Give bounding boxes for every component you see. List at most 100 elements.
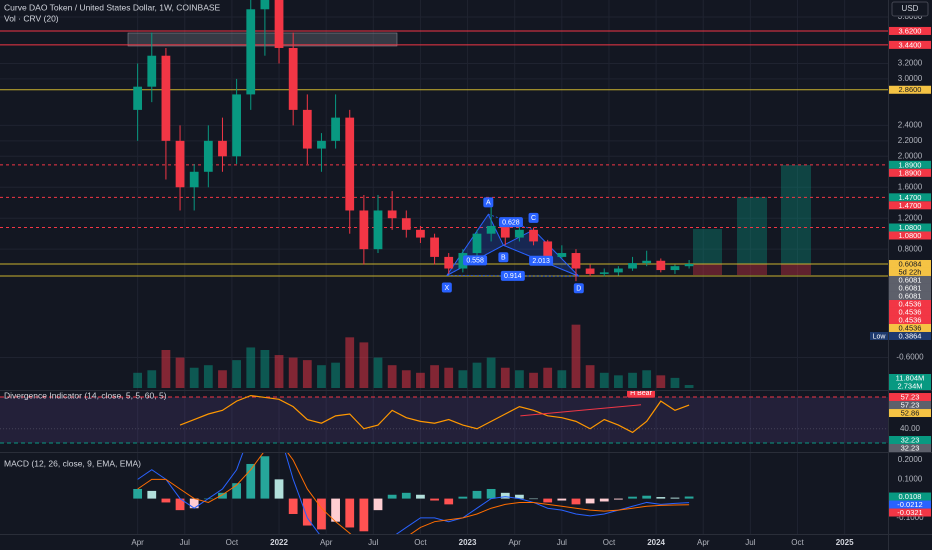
axis-tag [889, 307, 931, 316]
axis-tag [889, 315, 931, 324]
pattern-point-label: B [501, 255, 506, 262]
candle-body [161, 55, 171, 141]
y-tick-label: 2.4000 [898, 120, 923, 129]
axis-tag [889, 444, 931, 452]
candle-body [684, 263, 694, 267]
axis-tag [889, 193, 931, 202]
axis-tag-label: 2.8600 [899, 85, 922, 94]
candle-body [133, 86, 143, 110]
histogram-bar [444, 498, 454, 505]
pattern-point-label: D [576, 286, 581, 293]
axis-tag-label: 32.23 [901, 435, 920, 444]
candle-body [585, 268, 595, 274]
candle-body [500, 225, 510, 238]
axis-tag-label: 52.86 [901, 409, 920, 418]
currency-box[interactable] [891, 1, 929, 17]
axis-tag [889, 382, 931, 390]
y-tick-label: 3.0000 [898, 74, 923, 83]
axis-tag-label: 3.6200 [899, 26, 922, 35]
divergence-pane: H Bear [0, 391, 888, 444]
pattern-ratio: 0.558 [466, 258, 484, 265]
histogram-bar [670, 497, 680, 499]
x-tick-label: Oct [226, 538, 239, 547]
candle-body [302, 109, 312, 149]
y-tick-label: 2.2000 [898, 136, 923, 145]
volume-bar [189, 367, 199, 388]
x-tick-label: Jul [368, 538, 378, 547]
axis-tag [889, 323, 931, 332]
histogram-bar [175, 498, 185, 511]
stop-box [781, 264, 811, 275]
divergence-line [520, 404, 642, 417]
histogram-bar [543, 498, 553, 503]
candle-body [331, 117, 340, 141]
target-box [693, 229, 722, 264]
y-tick-label: 1.6000 [898, 182, 923, 191]
target-box [781, 165, 811, 264]
volume-bar [500, 367, 510, 388]
pattern-point-label: X [444, 285, 449, 292]
axis-tag-label: 0.6081 [899, 275, 922, 284]
candle-body [359, 210, 369, 250]
candle-body [599, 272, 609, 274]
signal-line [137, 453, 690, 534]
axis-tag-label: 0.6081 [899, 291, 922, 300]
histogram-bar [585, 498, 595, 504]
axis-tag-label: 57.23 [901, 401, 920, 410]
volume-bar [232, 360, 241, 388]
x-tick-label: Jul [745, 538, 755, 547]
volume-bar [317, 365, 326, 388]
currency[interactable]: USD [902, 4, 919, 13]
axis-tag [889, 267, 931, 276]
volume-bar [387, 365, 397, 388]
x-tick-label: Apr [131, 538, 144, 547]
volume-bar [472, 362, 482, 388]
band [0, 397, 888, 444]
axis-tag-label: 0.4536 [899, 323, 922, 332]
axis-tag [889, 401, 931, 410]
price-pane: X A B C D 0.558 0.628 0.914 2.013 [0, 0, 888, 388]
pattern-ratio-box [463, 255, 488, 266]
histogram-bar [656, 497, 666, 499]
volume-bar [656, 375, 666, 388]
axis-tag [889, 492, 931, 501]
axis-tag-label: -0.0212 [897, 500, 922, 509]
volume-bar [628, 372, 637, 388]
pattern-point-box [441, 282, 452, 293]
volume-bar [571, 324, 581, 388]
histogram-bar [557, 498, 567, 501]
volume-bar [444, 367, 454, 388]
histogram-bar [147, 490, 157, 499]
y-tick-label: 40.00 [900, 424, 921, 433]
histogram-bar [274, 479, 284, 499]
pattern-point-label: A [486, 200, 491, 207]
histogram-bar [317, 498, 326, 530]
axis-tag-label: 0.6081 [899, 283, 922, 292]
volume-bar [401, 370, 411, 388]
indicator-title: MACD (12, 26, close, 9, EMA, EMA) [4, 458, 141, 468]
volume-bar [260, 350, 270, 388]
histogram-bar [458, 496, 468, 499]
histogram-bar [571, 498, 581, 505]
histogram-bar [401, 492, 411, 499]
axis-tag-label: 32.23 [901, 443, 920, 452]
volume-bar [218, 370, 227, 388]
axis-tag-label: 1.0800 [899, 231, 922, 240]
histogram-bar [416, 494, 425, 499]
candle-body [642, 260, 652, 264]
volume-bar [599, 372, 609, 388]
y-tick-label: 2.0000 [898, 151, 923, 160]
histogram-bar [345, 498, 355, 528]
axes: Apr Jul Oct 2022 Apr Jul Oct 2023 Apr Jul Oct 2024 A… [131, 12, 931, 547]
axis-tag [889, 40, 931, 49]
volume-bar [642, 370, 652, 388]
candle-body [416, 229, 425, 238]
volume-bar [486, 357, 496, 388]
axis-tag [889, 291, 931, 300]
axis-tag [889, 374, 931, 382]
axis-tag [889, 409, 931, 418]
x-tick-label: 2022 [270, 538, 288, 547]
volume-bar [430, 365, 439, 388]
x-tick-label: Apr [508, 538, 521, 547]
